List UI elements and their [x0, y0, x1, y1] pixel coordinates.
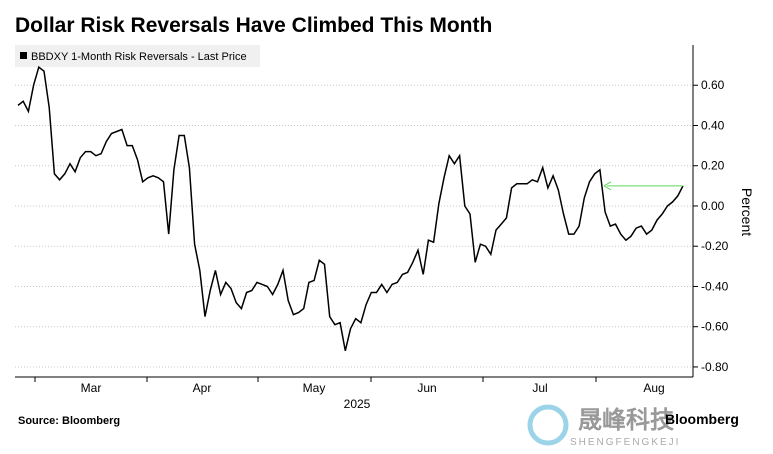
x-tick-label: Apr	[193, 381, 212, 395]
y-axis-label: Percent	[739, 188, 755, 236]
brand: Bloomberg	[665, 411, 739, 427]
y-tick-label: -0.40	[701, 279, 729, 293]
y-tick-label: -0.80	[701, 360, 729, 374]
line	[17, 65, 684, 351]
legend-box	[15, 45, 260, 67]
x-tick-label: Jul	[532, 381, 547, 395]
y-tick-label: 0.00	[701, 199, 725, 213]
y-tick-label: 0.60	[701, 78, 725, 92]
watermark-logo	[527, 404, 569, 446]
legend-swatch	[20, 52, 27, 59]
watermark-sub: SHENGFENGKEJI	[570, 437, 680, 448]
x-tick-label: Aug	[643, 381, 664, 395]
watermark: 晟峰科技	[578, 406, 675, 434]
y-tick-label: 0.40	[701, 118, 725, 132]
x-tick-label: Mar	[81, 381, 102, 395]
x-year-label: 2025	[344, 397, 371, 411]
x-tick-label: May	[303, 381, 326, 395]
y-tick-label: -0.20	[701, 239, 729, 253]
chart-title: Dollar Risk Reversals Have Climbed This …	[15, 14, 492, 37]
legend-label: BBDXY 1-Month Risk Reversals - Last Pric…	[31, 51, 247, 63]
y-tick-label: -0.60	[701, 320, 729, 334]
source: Source: Bloomberg	[18, 415, 120, 427]
annotation-arrowhead	[603, 181, 612, 191]
x-tick-label: Jun	[417, 381, 436, 395]
y-tick-label: 0.20	[701, 159, 725, 173]
